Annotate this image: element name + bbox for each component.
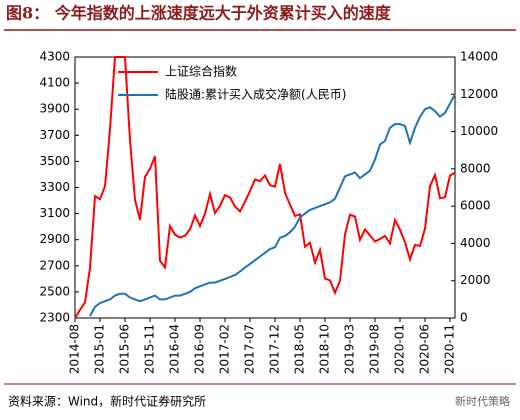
y-tick-label: 2900 (39, 232, 70, 246)
y2-tick-label: 2000 (460, 273, 491, 287)
x-tick-label: 2020-11 (443, 324, 457, 374)
y-tick-label: 3900 (39, 102, 70, 116)
y-tick-label: 2300 (39, 311, 70, 325)
y2-tick-label: 14000 (460, 50, 498, 64)
x-tick-label: 2015-11 (143, 324, 157, 374)
y2-tick-label: 8000 (460, 161, 491, 175)
x-tick-label: 2014-08 (68, 324, 82, 374)
y2-tick-label: 12000 (460, 87, 498, 101)
y-tick-label: 2700 (39, 258, 70, 272)
y-tick-label: 3300 (39, 180, 70, 194)
x-tick-label: 2017-12 (268, 324, 282, 374)
x-tick-label: 2016-09 (193, 324, 207, 374)
x-tick-label: 2018-10 (318, 324, 332, 374)
x-tick-label: 2020-06 (418, 324, 432, 374)
x-tick-label: 2017-07 (243, 324, 257, 374)
chart-title: 图8： 今年指数的上涨速度远大于外资累计买入的速度 (6, 4, 392, 23)
x-tick-label: 2019-08 (368, 324, 382, 374)
x-tick-label: 2017-02 (218, 324, 232, 374)
x-tick-label: 2020-01 (393, 324, 407, 374)
y-tick-label: 3100 (39, 206, 70, 220)
watermark: 新时代策略 (455, 394, 510, 408)
y-tick-label: 4100 (39, 76, 70, 90)
series-line (74, 56, 456, 319)
source: 资料来源：Wind，新时代证券研究所 (8, 394, 206, 409)
legend-label: 上证综合指数 (165, 64, 237, 79)
x-tick-label: 2018-05 (293, 324, 307, 374)
y2-tick-label: 6000 (460, 199, 491, 213)
y-tick-label: 3700 (39, 128, 70, 142)
y2-tick-label: 0 (460, 311, 468, 325)
legend-label: 陆股通:累计买入成交净额(人民币) (165, 87, 346, 102)
y2-tick-label: 10000 (460, 124, 498, 138)
y-tick-label: 2500 (39, 284, 70, 298)
y-tick-label: 3500 (39, 154, 70, 168)
y-tick-label: 4300 (39, 50, 70, 64)
series-line (89, 93, 456, 317)
x-tick-label: 2015-01 (93, 324, 107, 374)
x-tick-label: 2016-04 (168, 324, 182, 374)
x-tick-label: 2015-06 (118, 324, 132, 374)
y2-tick-label: 4000 (460, 236, 491, 250)
x-tick-label: 2019-03 (343, 324, 357, 374)
